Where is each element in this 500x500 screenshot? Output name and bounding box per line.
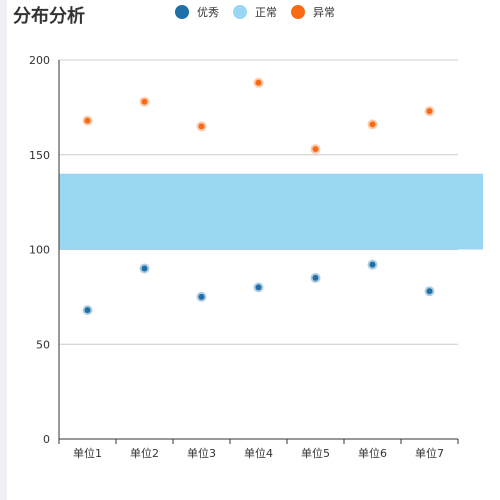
data-point [198,293,205,300]
data-point [426,108,433,115]
legend-label-normal: 正常 [255,6,277,19]
legend-swatch-abnormal [291,5,305,19]
data-point [426,288,433,295]
y-tick-label: 0 [43,433,50,446]
legend-item-abnormal[interactable]: 异常 [291,4,335,20]
legend-swatch-normal [233,5,247,19]
legend: 优秀 正常 异常 [175,3,335,21]
data-point [84,117,91,124]
data-point [141,98,148,105]
legend-label-excellent: 优秀 [197,6,219,19]
data-point [369,121,376,128]
data-point [312,146,319,153]
x-tick-label: 单位3 [187,446,216,460]
chart-title: 分布分析 [13,6,85,27]
data-point [198,123,205,130]
x-tick-label: 单位2 [130,446,159,460]
x-tick-label: 单位4 [244,446,273,460]
data-point [369,261,376,268]
left-sidebar-edge [0,0,7,500]
y-tick-label: 150 [29,149,50,162]
x-tick-label: 单位7 [415,446,444,460]
y-tick-label: 200 [29,54,50,67]
x-tick-label: 单位1 [73,446,102,460]
legend-label-abnormal: 异常 [313,6,335,19]
normal-range-band [59,173,483,250]
y-tick-label: 50 [36,338,50,351]
data-point [84,307,91,314]
data-point [255,79,262,86]
data-point [312,274,319,281]
data-point [255,284,262,291]
legend-item-excellent[interactable]: 优秀 [175,4,219,20]
x-tick-label: 单位6 [358,446,387,460]
y-tick-label: 100 [29,244,50,257]
legend-item-normal[interactable]: 正常 [233,4,277,20]
legend-swatch-excellent [175,5,189,19]
x-tick-label: 单位5 [301,446,330,460]
data-point [141,265,148,272]
